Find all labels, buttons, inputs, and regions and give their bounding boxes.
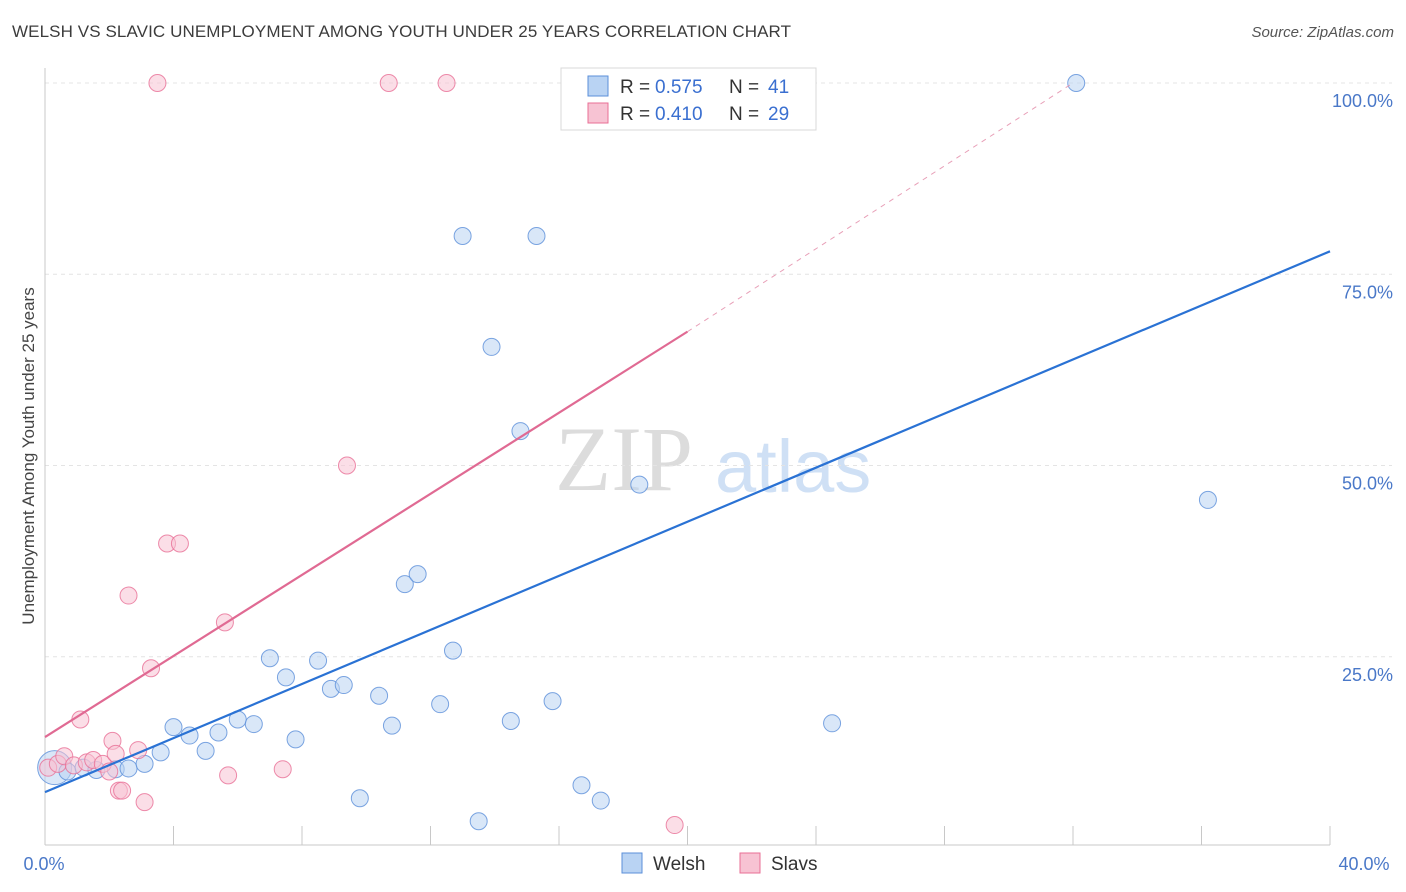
point-welsh-26 — [443, 641, 462, 660]
legend-r-label-slavs: R = — [620, 104, 650, 125]
point-welsh-29 — [482, 337, 501, 356]
legend-r-label-welsh: R = — [620, 77, 650, 98]
point-slavs-19 — [170, 534, 189, 553]
point-welsh-35 — [591, 791, 610, 810]
point-slavs-24 — [379, 74, 398, 92]
point-welsh-36 — [630, 475, 649, 494]
trend-line-slavs — [44, 330, 689, 739]
point-welsh-10 — [196, 741, 215, 760]
stats-legend: R = 0.575 N = 41 R = 0.410 N = 29 — [560, 67, 817, 131]
x-axis-ticks — [44, 826, 1331, 845]
bottom-legend-label-welsh: Welsh — [653, 854, 705, 875]
source-label: Source: ZipAtlas.com — [1251, 24, 1394, 41]
bottom-legend-swatch-welsh — [621, 852, 643, 874]
legend-n-value-welsh: 41 — [768, 77, 789, 98]
point-welsh-27 — [453, 227, 472, 245]
point-welsh-23 — [395, 575, 414, 594]
point-slavs-22 — [273, 760, 292, 779]
y-tick-label-50: 50.0% — [1342, 474, 1393, 494]
point-slavs-25 — [437, 74, 456, 92]
y-axis-label: Unemployment Among Youth under 25 years — [19, 287, 38, 624]
y-tick-label-75: 75.0% — [1342, 282, 1393, 302]
point-welsh-21 — [370, 686, 389, 705]
point-welsh-20 — [350, 789, 369, 808]
point-welsh-5 — [119, 759, 138, 778]
watermark: ZIP atlas — [555, 408, 871, 510]
point-slavs-23 — [337, 456, 356, 475]
point-welsh-33 — [543, 692, 562, 711]
point-slavs-21 — [219, 766, 238, 785]
point-slavs-17 — [148, 74, 167, 92]
point-welsh-28 — [469, 812, 488, 831]
point-welsh-39 — [1198, 490, 1217, 509]
legend-n-value-slavs: 29 — [768, 104, 789, 125]
legend-swatch-slavs — [587, 102, 609, 124]
point-welsh-32 — [527, 227, 546, 245]
watermark-atlas: atlas — [715, 425, 871, 508]
point-welsh-34 — [572, 776, 591, 795]
point-welsh-25 — [431, 695, 450, 714]
point-welsh-30 — [501, 712, 520, 731]
point-welsh-19 — [334, 676, 353, 695]
point-slavs-12 — [113, 781, 132, 800]
point-welsh-38 — [1067, 74, 1086, 92]
bottom-legend: Welsh Slavs — [621, 852, 817, 875]
watermark-zip: ZIP — [555, 408, 693, 510]
trend-extension-slavs — [687, 82, 1074, 333]
point-welsh-13 — [244, 715, 263, 734]
y-tick-label-100: 100.0% — [1332, 91, 1393, 111]
legend-swatch-welsh — [587, 75, 609, 97]
point-welsh-8 — [164, 718, 183, 737]
point-welsh-22 — [382, 716, 401, 735]
scatter-points — [37, 74, 1217, 835]
legend-r-value-slavs: 0.410 — [655, 104, 703, 125]
legend-n-label-slavs: N = — [729, 104, 759, 125]
y-tick-labels: 25.0% 50.0% 75.0% 100.0% — [1332, 91, 1393, 685]
gridlines — [45, 82, 1392, 658]
point-welsh-15 — [276, 668, 295, 687]
x-tick-label-max: 40.0% — [1338, 854, 1389, 874]
y-tick-label-25: 25.0% — [1342, 665, 1393, 685]
bottom-legend-label-slavs: Slavs — [771, 854, 817, 875]
legend-r-value-welsh: 0.575 — [655, 77, 703, 98]
trend-lines — [44, 82, 1331, 794]
point-welsh-24 — [408, 565, 427, 584]
legend-n-label-welsh: N = — [729, 77, 759, 98]
point-welsh-17 — [309, 651, 328, 670]
point-slavs-26 — [665, 816, 684, 835]
point-welsh-11 — [209, 723, 228, 742]
chart-title: WELSH VS SLAVIC UNEMPLOYMENT AMONG YOUTH… — [12, 22, 792, 41]
x-tick-label-min: 0.0% — [23, 854, 64, 874]
point-welsh-37 — [823, 714, 842, 733]
point-welsh-16 — [286, 730, 305, 749]
point-slavs-15 — [135, 793, 154, 812]
trend-line-welsh — [44, 250, 1331, 794]
point-welsh-14 — [260, 649, 279, 668]
bottom-legend-swatch-slavs — [739, 852, 761, 874]
point-slavs-13 — [119, 586, 138, 605]
